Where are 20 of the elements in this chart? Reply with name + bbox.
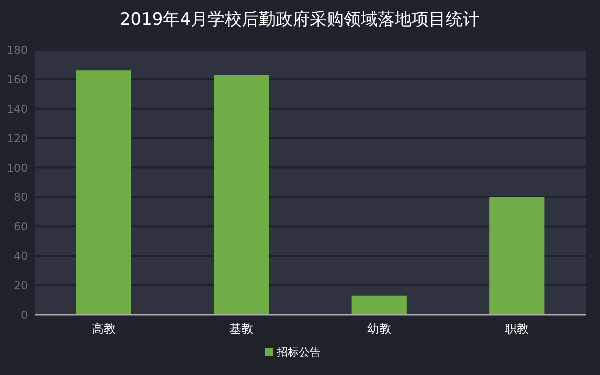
y-tick-label: 140 xyxy=(7,102,28,116)
y-tick-label: 120 xyxy=(7,132,28,146)
bar xyxy=(352,296,407,315)
y-tick-label: 40 xyxy=(14,250,28,264)
y-tick-label: 0 xyxy=(21,309,28,322)
x-tick-label: 高教 xyxy=(92,322,116,336)
y-tick-label: 180 xyxy=(7,44,28,57)
y-tick-label: 20 xyxy=(14,280,28,293)
x-tick-label: 职教 xyxy=(505,322,530,336)
y-tick-label: 60 xyxy=(14,220,28,234)
legend-label: 招标公告 xyxy=(276,346,321,359)
bar xyxy=(214,75,270,315)
y-tick-label: 160 xyxy=(7,73,28,86)
y-tick-label: 100 xyxy=(7,162,28,175)
y-tick-label: 80 xyxy=(14,191,28,204)
bar xyxy=(490,197,545,315)
chart-title: 2019年4月学校后勤政府采购领域落地项目统计 xyxy=(120,10,480,30)
x-tick-label: 基教 xyxy=(230,322,254,336)
bar xyxy=(76,70,132,315)
x-tick-label: 幼教 xyxy=(367,322,392,336)
